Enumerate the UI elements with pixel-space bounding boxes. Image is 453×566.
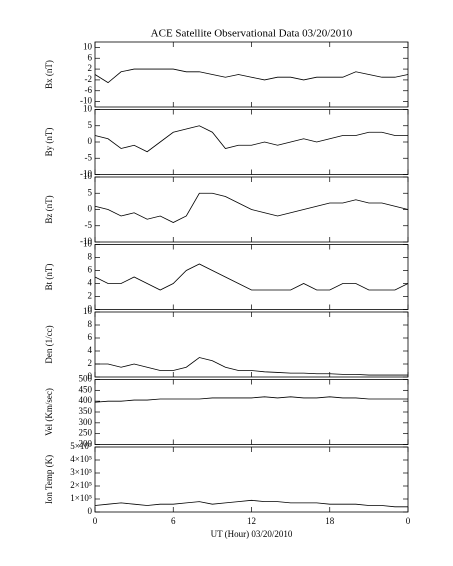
y-tick-label: 8 <box>88 319 93 329</box>
y-tick-label: 8 <box>88 252 93 262</box>
y-tick-label: 4 <box>88 278 93 288</box>
y-tick-label: 0 <box>88 371 93 381</box>
y-tick-label: 0 <box>88 304 93 314</box>
y-tick-label: -10 <box>80 96 92 106</box>
x-axis-label: UT (Hour) 03/20/2010 <box>211 529 293 539</box>
data-line <box>94 192 409 223</box>
x-tick-label: 0 <box>93 516 98 526</box>
y-axis-label: By (nT) <box>44 128 54 157</box>
y-tick-label: 6 <box>88 265 93 275</box>
y-tick-label: 2×10⁵ <box>70 480 92 490</box>
y-tick-label: 2 <box>88 358 93 368</box>
y-tick-label: 6 <box>88 332 93 342</box>
data-line <box>94 499 408 508</box>
y-tick-label: 5 <box>88 187 93 197</box>
y-axis-label: Den (1/cc) <box>44 325 54 363</box>
chart-title: ACE Satellite Observational Data 03/20/2… <box>151 28 353 40</box>
y-tick-label: 10 <box>83 239 93 249</box>
data-line <box>94 263 409 291</box>
y-axis-label: Bx (nT) <box>44 60 54 89</box>
y-tick-label: 6 <box>88 52 93 62</box>
x-tick-label: 6 <box>171 516 176 526</box>
y-tick-label: 1×10⁵ <box>70 493 92 503</box>
y-tick-label: 4×10⁵ <box>70 454 92 464</box>
panel-frame <box>94 379 409 445</box>
y-tick-label: -10 <box>80 236 92 246</box>
y-tick-label: 0 <box>88 506 93 516</box>
y-tick-label: -6 <box>85 85 93 95</box>
y-tick-label: 10 <box>83 306 93 316</box>
y-tick-label: 10 <box>83 171 93 181</box>
y-tick-label: 5×10⁵ <box>70 441 92 451</box>
y-axis-label: Bz (nT) <box>44 195 54 223</box>
panel-frame <box>94 109 409 175</box>
y-tick-label: -5 <box>85 220 93 230</box>
data-line <box>94 125 408 153</box>
y-tick-label: 0 <box>88 136 93 146</box>
x-tick-label: 0 <box>406 516 411 526</box>
y-axis-label: Ion Temp (K) <box>44 455 54 504</box>
y-tick-label: 5 <box>88 120 93 130</box>
y-tick-label: 10 <box>83 104 93 114</box>
y-tick-label: 2 <box>88 291 93 301</box>
y-tick-label: 10 <box>83 41 93 51</box>
y-axis-label: Vel (Km/sec) <box>44 388 54 436</box>
y-tick-label: 350 <box>79 406 93 416</box>
y-tick-label: 3×10⁵ <box>70 467 92 477</box>
y-tick-label: 450 <box>79 384 93 394</box>
data-line <box>94 68 409 84</box>
y-axis-label: Bt (nT) <box>44 264 54 291</box>
y-tick-label: 250 <box>79 428 93 438</box>
panel-frame <box>94 446 409 513</box>
panel-frame <box>94 311 409 378</box>
data-line <box>94 396 408 403</box>
y-tick-label: -5 <box>85 152 93 162</box>
y-tick-label: 0 <box>88 204 93 214</box>
y-tick-label: -2 <box>85 74 93 84</box>
y-tick-label: 200 <box>79 439 93 449</box>
y-tick-label: 500 <box>79 374 93 384</box>
y-tick-label: 2 <box>88 63 93 73</box>
data-line <box>95 357 408 376</box>
y-tick-label: -10 <box>80 169 92 179</box>
x-tick-label: 12 <box>247 516 256 526</box>
x-tick-label: 18 <box>325 516 335 526</box>
y-tick-label: 4 <box>88 345 93 355</box>
panel-frame <box>94 244 409 310</box>
y-tick-label: 300 <box>79 417 93 427</box>
panel-frame <box>94 41 409 108</box>
y-tick-label: 400 <box>79 395 93 405</box>
